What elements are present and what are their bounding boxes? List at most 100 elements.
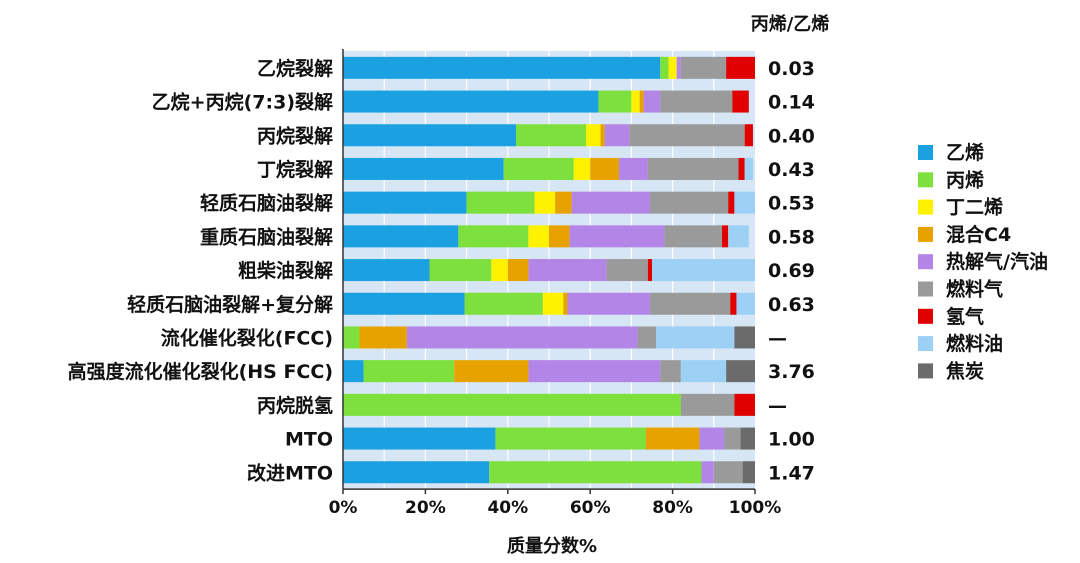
bar-segment xyxy=(744,157,753,180)
legend-swatch xyxy=(918,308,933,324)
ratio-value: 0.40 xyxy=(768,125,815,147)
bar-segment xyxy=(464,292,543,315)
ratio-value: 0.03 xyxy=(768,58,815,80)
bar-segment xyxy=(489,461,702,484)
bar-segment xyxy=(343,259,430,282)
bar-segment xyxy=(740,427,755,450)
bar-segment xyxy=(726,56,755,79)
bar-segment xyxy=(573,157,591,180)
bar-segment xyxy=(507,259,529,282)
legend-label: 丁二烯 xyxy=(946,196,1003,219)
bar-segment xyxy=(343,393,681,416)
bar-segment xyxy=(647,259,652,282)
bar-segment xyxy=(343,157,504,180)
row-label: 重质石脑油裂解 xyxy=(200,225,333,248)
row-label: 改进MTO xyxy=(247,461,333,484)
bar-segment xyxy=(668,56,677,79)
row-label: 高强度流化催化裂化(HS FCC) xyxy=(68,360,333,383)
x-axis-title: 质量分数% xyxy=(507,535,597,557)
bar-segment xyxy=(503,157,574,180)
bar-segment xyxy=(639,90,644,113)
x-tick-label: 40% xyxy=(487,498,528,518)
bar-segment xyxy=(742,461,755,484)
bar-segment xyxy=(728,225,749,248)
bar-segment xyxy=(363,360,455,383)
bar-segment xyxy=(637,326,657,349)
bar-segment xyxy=(664,225,723,248)
ratio-value: 0.53 xyxy=(768,193,815,215)
bar-segment xyxy=(343,225,459,248)
ratio-value: 0.14 xyxy=(768,92,815,114)
bar-segment xyxy=(680,56,727,79)
bar-segment xyxy=(660,56,669,79)
x-tick-label: 20% xyxy=(405,498,446,518)
ratio-value: 0.43 xyxy=(768,159,815,181)
bar-segment xyxy=(645,427,700,450)
x-tick-label: 100% xyxy=(729,498,782,518)
bar-segment xyxy=(600,124,605,147)
row-label: 乙烷裂解 xyxy=(257,57,333,80)
bar-segment xyxy=(730,292,737,315)
x-axis: 0% 20% 40% 60% 80% 100% xyxy=(329,49,782,518)
bar-segment xyxy=(555,191,572,214)
bar-segment xyxy=(528,259,607,282)
bar-segment xyxy=(343,90,599,113)
bar-segment xyxy=(567,292,650,315)
bar-segment xyxy=(534,191,556,214)
bar-segment xyxy=(722,225,729,248)
plot-area: 乙烷裂解 0.03 乙烷+丙烷(7:3)裂解 0.14 丙烷裂解 0.40 丁烷裂解 0.43… xyxy=(68,51,815,490)
bar-segment xyxy=(466,191,535,214)
legend-label: 混合C4 xyxy=(946,223,1011,246)
bar-segment xyxy=(569,225,665,248)
ratio-value: 0.69 xyxy=(768,260,815,282)
bar-segment xyxy=(680,360,727,383)
bar-segment xyxy=(343,191,467,214)
bar-segment xyxy=(590,157,620,180)
bar-segment xyxy=(649,191,729,214)
bar-segment xyxy=(676,56,681,79)
bar-segment xyxy=(713,461,743,484)
bar-segment xyxy=(528,360,661,383)
bar-segment xyxy=(660,90,733,113)
legend-swatch xyxy=(918,199,933,215)
legend-label: 燃料气 xyxy=(946,278,1003,301)
row-label: MTO xyxy=(285,429,333,451)
ratio-value: — xyxy=(768,395,787,417)
bar-segment xyxy=(699,427,725,450)
row-label: 粗柴油裂解 xyxy=(238,259,333,282)
ratio-value: — xyxy=(768,327,787,349)
bar-segment xyxy=(343,56,661,79)
ratio-value: 1.00 xyxy=(768,429,815,451)
legend-swatch xyxy=(918,281,933,297)
bar-segment xyxy=(631,90,640,113)
bar-segment xyxy=(643,90,661,113)
row-label: 轻质石脑油裂解+复分解 xyxy=(127,293,333,316)
bar-segment xyxy=(343,292,465,315)
bar-segment xyxy=(606,259,648,282)
row-label: 丁烷裂解 xyxy=(257,158,333,181)
row-label: 乙烷+丙烷(7:3)裂解 xyxy=(152,91,333,114)
ratio-value: 0.63 xyxy=(768,294,815,316)
bar-segment xyxy=(359,326,407,349)
bar-segment xyxy=(343,124,517,147)
legend-swatch xyxy=(918,145,933,160)
legend-swatch xyxy=(918,172,933,188)
legend-swatch xyxy=(918,226,933,242)
bar-segment xyxy=(343,427,496,450)
row-label: 流化催化裂化(FCC) xyxy=(161,326,333,349)
bar-segment xyxy=(429,259,492,282)
ratio-value: 1.47 xyxy=(768,462,815,484)
bar-segment xyxy=(649,292,731,315)
bar-segment xyxy=(680,393,735,416)
legend-label: 热解气/汽油 xyxy=(946,250,1048,273)
legend-swatch xyxy=(918,336,933,352)
x-tick-label: 60% xyxy=(570,498,611,518)
bar-segment xyxy=(495,427,646,450)
bar-segment xyxy=(563,292,568,315)
bar-segment xyxy=(629,124,745,147)
bar-segment xyxy=(343,360,364,383)
legend-label: 氢气 xyxy=(946,305,984,328)
bar-segment xyxy=(660,360,681,383)
bar-segment xyxy=(726,360,755,383)
